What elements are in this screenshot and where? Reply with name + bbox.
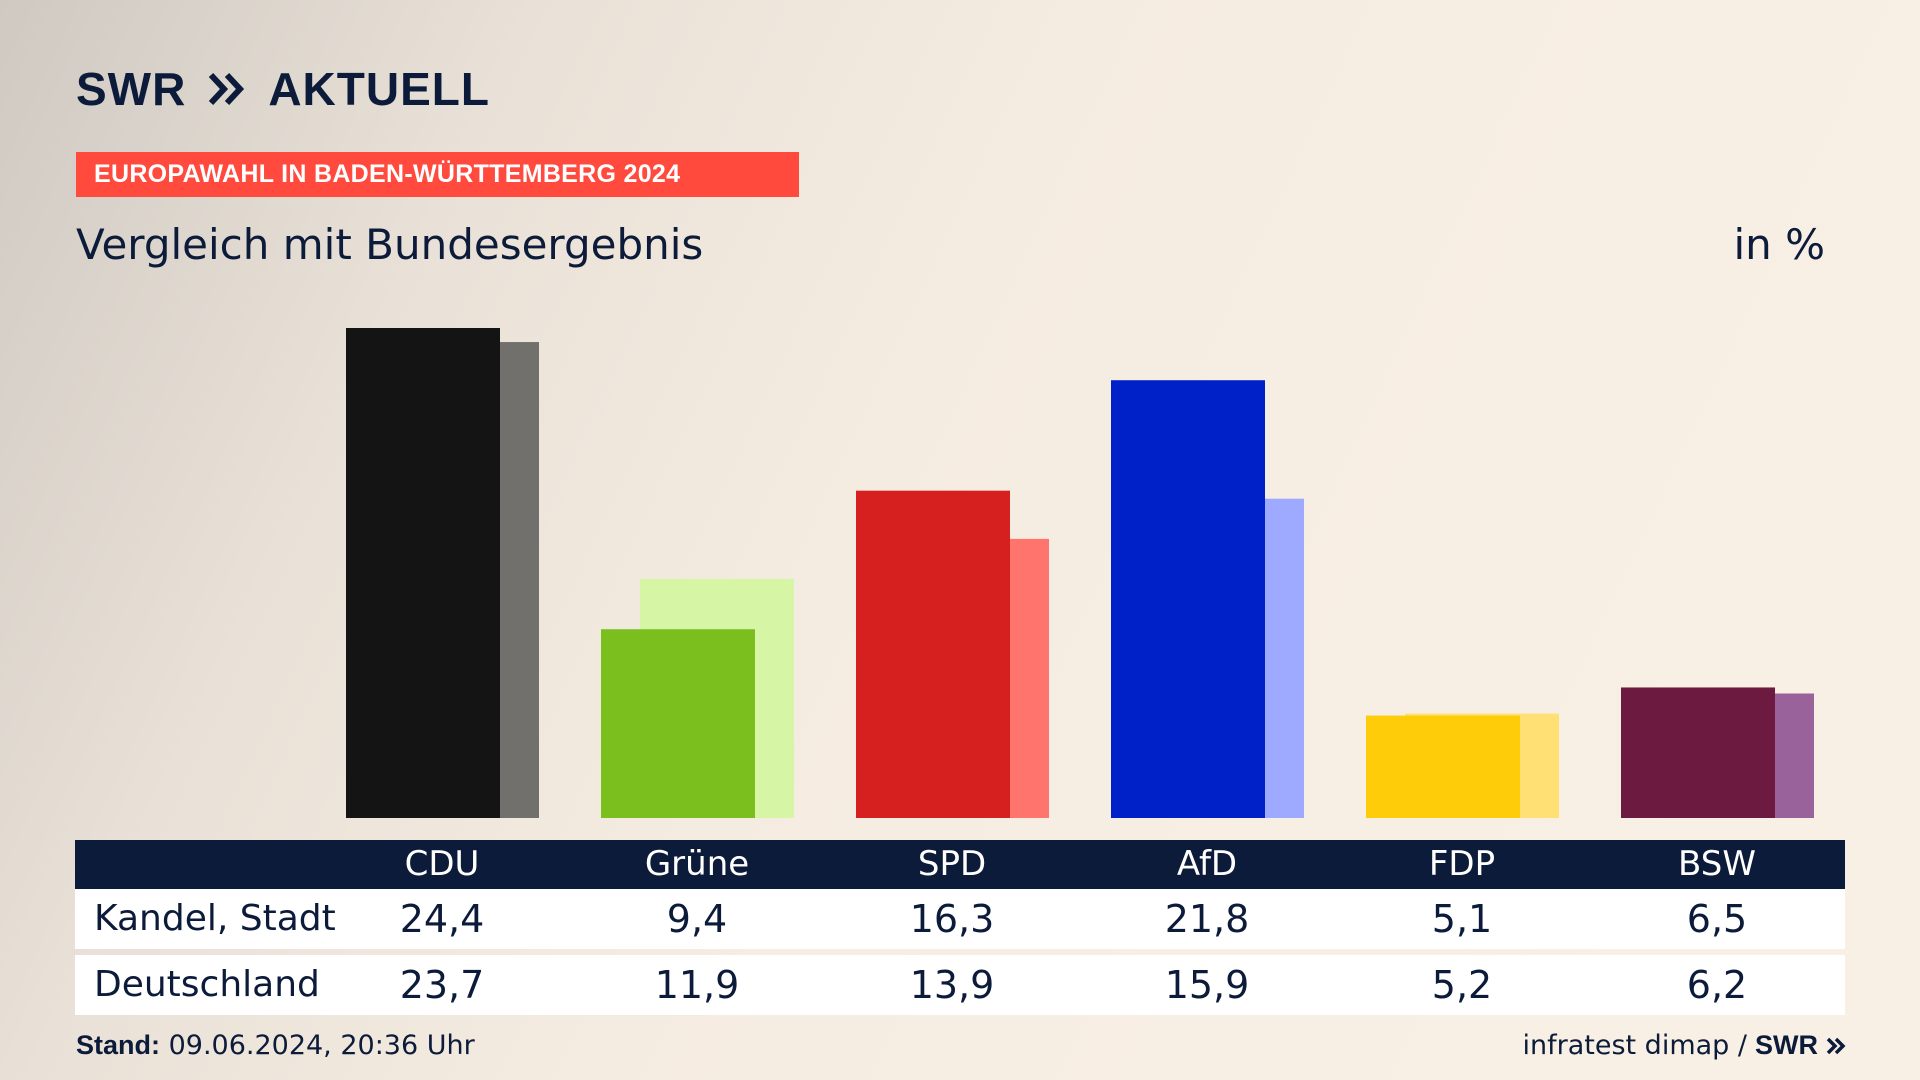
bar-kandel-afd [1111,380,1265,818]
logo-swr-text: SWR [76,63,187,115]
source-brand: SWR [1755,1030,1818,1060]
value-cell: 13,9 [909,963,995,1007]
table-header: CDU Grüne SPD AfD FDP BSW [75,840,1845,889]
value-cell: 15,9 [1164,963,1250,1007]
bar-kandel-grüne [601,629,755,818]
value-cell: 21,8 [1164,897,1250,941]
stand-label: Stand: [76,1030,160,1060]
swr-aktuell-logo: SWR AKTUELL [76,66,490,112]
header-gruene: Grüne [644,844,750,884]
bar-chart [346,328,1814,818]
value-cell: 6,2 [1686,963,1748,1007]
header-cdu: CDU [404,844,480,884]
table-row: Kandel, Stadt 24,4 9,4 16,3 21,8 5,1 6,5 [75,889,1845,949]
bar-kandel-spd [856,490,1010,818]
bar-kandel-fdp [1366,715,1520,818]
value-cell: 9,4 [666,897,728,941]
logo-aktuell-text: AKTUELL [268,63,490,115]
header-bsw: BSW [1678,844,1756,884]
kicker-banner: EUROPAWAHL IN BADEN-WÜRTTEMBERG 2024 [76,152,799,197]
timestamp: Stand: 09.06.2024, 20:36 Uhr [76,1030,475,1061]
results-table: CDU Grüne SPD AfD FDP BSW Kandel, Stadt … [75,840,1845,1015]
value-cell: 16,3 [909,897,995,941]
value-cell: 23,7 [399,963,485,1007]
value-cell: 11,9 [654,963,740,1007]
row-label: Deutschland [94,964,320,1005]
unit-label: in % [1733,220,1825,269]
value-cell: 24,4 [399,897,485,941]
bar-kandel-bsw [1621,687,1775,818]
row-label: Kandel, Stadt [94,898,336,939]
source-text: infratest dimap / [1522,1030,1747,1061]
header-spd: SPD [917,844,987,884]
value-cell: 6,5 [1686,897,1748,941]
double-chevron-icon [1826,1037,1846,1054]
stand-value: 09.06.2024, 20:36 Uhr [168,1030,475,1061]
bar-kandel-cdu [346,328,500,818]
chart-subtitle: Vergleich mit Bundesergebnis [76,220,704,269]
table-row: Deutschland 23,7 11,9 13,9 15,9 5,2 6,2 [75,955,1845,1015]
header-fdp: FDP [1428,844,1496,884]
double-chevron-icon [209,72,245,106]
header-afd: AfD [1176,844,1238,884]
value-cell: 5,2 [1431,963,1493,1007]
value-cell: 5,1 [1431,897,1493,941]
source-credit: infratest dimap / SWR [1522,1030,1846,1061]
